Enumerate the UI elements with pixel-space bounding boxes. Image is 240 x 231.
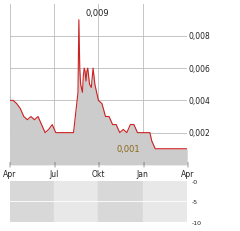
Text: 0,008: 0,008 (189, 32, 211, 41)
Text: Jan: Jan (137, 169, 149, 178)
Text: |: | (53, 160, 55, 166)
Text: 0,009: 0,009 (86, 9, 110, 18)
Text: |: | (9, 160, 11, 166)
Text: 0,004: 0,004 (189, 97, 211, 105)
Bar (143, 181, 187, 222)
Text: |: | (186, 160, 188, 166)
Text: |: | (142, 160, 144, 166)
Text: Apr: Apr (3, 169, 16, 178)
Text: Jul: Jul (49, 169, 59, 178)
Text: 0,006: 0,006 (189, 64, 211, 73)
Text: 0,001: 0,001 (116, 145, 140, 154)
Bar (98, 181, 143, 222)
Text: Apr: Apr (180, 169, 194, 178)
Text: 0,002: 0,002 (189, 129, 211, 137)
Text: Okt: Okt (92, 169, 105, 178)
Bar (54, 181, 98, 222)
Bar (10, 181, 54, 222)
Text: |: | (97, 160, 99, 166)
